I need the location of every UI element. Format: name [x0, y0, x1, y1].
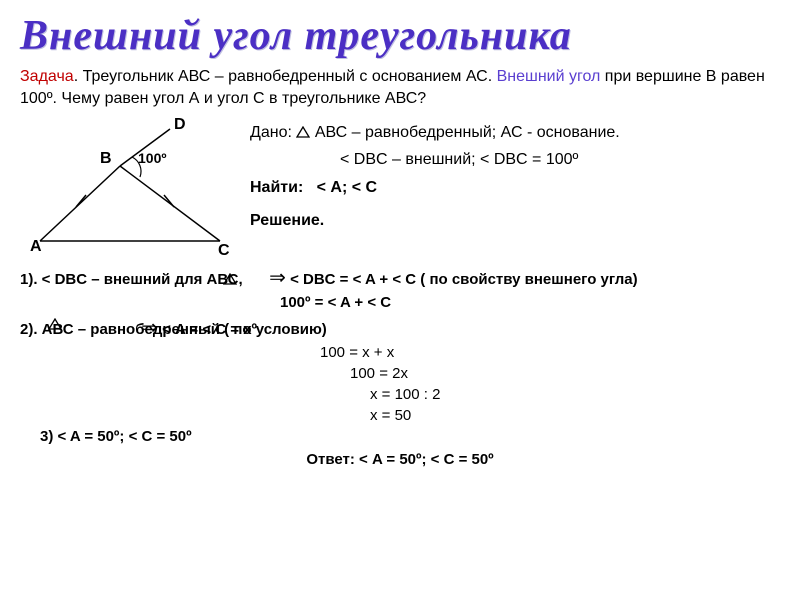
step2-e: 100 = 2x: [350, 365, 780, 382]
page-title: Внешний угол треугольника: [20, 12, 780, 60]
step2-d: 100 = x + x: [320, 344, 780, 361]
vertex-a: A: [30, 238, 42, 255]
vertex-b: B: [100, 150, 112, 167]
angle-100: 100º: [138, 150, 166, 166]
implies-2: ⇒: [141, 317, 158, 339]
task-label: Задача: [20, 68, 74, 85]
step1-c: < DBC = < A + < C ( по свойству внешнего…: [290, 271, 638, 288]
step-1: 1). < DBC – внешний для АВС, ⇒ < DBC = <…: [20, 265, 780, 290]
given-line1: АВС – равнобедренный; АС - основание.: [315, 124, 620, 141]
given-line2: < DBC – внешний; < DBC = 100º: [340, 146, 780, 173]
triangle-diagram: A B C D 100º: [20, 111, 250, 261]
step2-g: x = 50: [370, 407, 780, 424]
dano-label: Дано:: [250, 124, 292, 141]
vertex-c: C: [218, 242, 230, 259]
problem-p1: . Треугольник АВС – равнобедренный с осн…: [74, 68, 497, 85]
answer: Ответ: < A = 50º; < C = 50º: [20, 451, 780, 468]
problem-text: Задача. Треугольник АВС – равнобедренный…: [20, 66, 780, 109]
step1-d: 100º = < A + < C: [280, 294, 780, 311]
solution-label: Решение.: [250, 212, 324, 229]
step-2: 2). АВС – равнобедренный ( по условию) ⇒…: [20, 315, 780, 340]
vertex-d: D: [174, 116, 186, 133]
step1-a: 1). < DBC – внешний для АВС,: [20, 271, 247, 288]
step2-f: x = 100 : 2: [370, 386, 780, 403]
given-block: Дано: АВС – равнобедренный; АС - основан…: [250, 111, 780, 261]
find-value: < A; < C: [317, 179, 377, 196]
implies-1: ⇒: [269, 267, 286, 289]
step2-c: < A = < C = xº: [162, 321, 257, 338]
step-3: 3) < A = 50º; < C = 50º: [40, 428, 780, 445]
ext-angle-label: Внешний угол: [497, 68, 601, 85]
find-label: Найти:: [250, 179, 303, 196]
